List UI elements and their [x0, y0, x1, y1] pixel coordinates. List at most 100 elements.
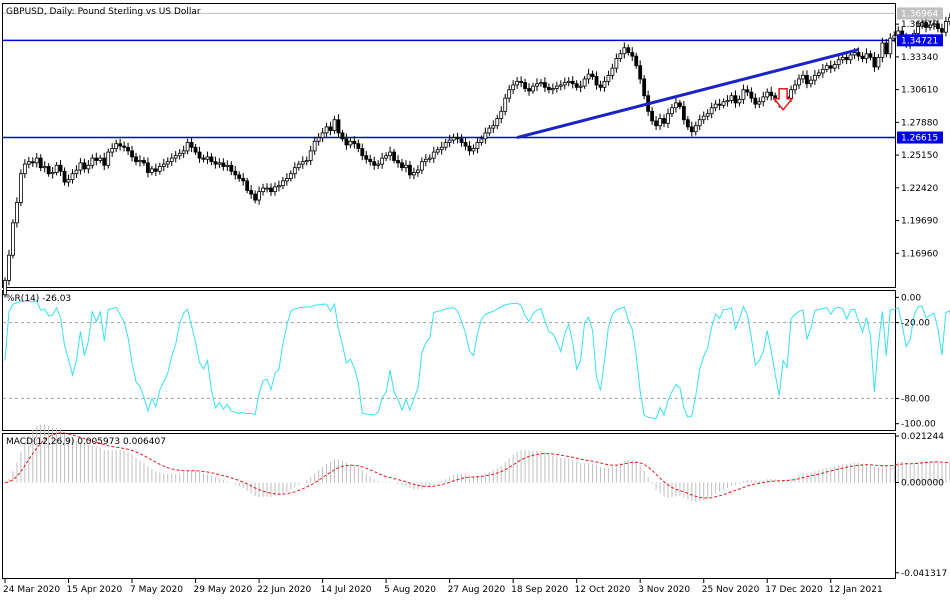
candle[interactable] [344, 133, 349, 150]
candle[interactable] [642, 75, 647, 100]
candle[interactable] [114, 139, 119, 153]
candle[interactable] [98, 154, 103, 164]
candle[interactable] [892, 31, 897, 43]
candle[interactable] [590, 70, 595, 80]
candle[interactable] [828, 60, 833, 73]
candle[interactable] [328, 121, 333, 136]
candle[interactable] [519, 76, 523, 88]
candle[interactable] [483, 127, 488, 144]
candle[interactable] [515, 76, 520, 89]
candle[interactable] [459, 134, 464, 147]
candle[interactable] [280, 176, 285, 190]
candle[interactable] [602, 76, 607, 92]
candle[interactable] [920, 19, 924, 29]
candle[interactable] [626, 44, 631, 56]
candle[interactable] [614, 53, 619, 73]
candle[interactable] [201, 154, 206, 163]
candle[interactable] [142, 157, 146, 166]
candle[interactable] [22, 159, 27, 179]
candle[interactable] [118, 138, 123, 151]
candle[interactable] [733, 90, 738, 108]
candle[interactable] [562, 77, 567, 90]
candle[interactable] [451, 133, 456, 144]
candle[interactable] [622, 42, 627, 59]
candle[interactable] [491, 120, 496, 133]
candle[interactable] [249, 185, 254, 199]
candle[interactable] [400, 159, 404, 172]
candle[interactable] [836, 54, 841, 70]
candle[interactable] [90, 154, 95, 169]
candle[interactable] [618, 49, 623, 63]
candle[interactable] [820, 63, 825, 78]
candle[interactable] [610, 63, 615, 80]
candle[interactable] [380, 152, 385, 169]
candle[interactable] [693, 121, 698, 136]
candle[interactable] [153, 163, 158, 177]
candle[interactable] [812, 70, 817, 85]
candle[interactable] [82, 158, 87, 173]
candle[interactable] [864, 48, 869, 64]
candle[interactable] [832, 60, 837, 72]
candle[interactable] [670, 104, 674, 118]
down-arrow-icon[interactable] [772, 87, 794, 111]
candle[interactable] [324, 122, 329, 137]
candle[interactable] [388, 146, 392, 161]
candle[interactable] [527, 83, 531, 96]
candle[interactable] [177, 148, 182, 160]
candle[interactable] [304, 156, 309, 166]
candle[interactable] [765, 88, 770, 101]
candle[interactable] [427, 154, 432, 163]
candle[interactable] [292, 162, 297, 179]
candle[interactable] [435, 146, 440, 155]
candle[interactable] [574, 80, 579, 91]
candle[interactable] [308, 145, 313, 166]
candle[interactable] [253, 190, 258, 204]
candle[interactable] [805, 70, 809, 89]
candle[interactable] [165, 157, 170, 168]
candle[interactable] [888, 33, 893, 59]
candle[interactable] [300, 156, 305, 169]
candle[interactable] [102, 152, 107, 171]
candle[interactable] [38, 154, 43, 172]
candle[interactable] [273, 182, 277, 196]
candle[interactable] [753, 93, 758, 109]
candle[interactable] [471, 144, 476, 155]
candle[interactable] [479, 135, 484, 146]
candle[interactable] [404, 160, 408, 173]
candle[interactable] [46, 163, 51, 177]
candle[interactable] [261, 183, 265, 196]
candle[interactable] [34, 153, 39, 168]
candle[interactable] [360, 143, 365, 161]
candle[interactable] [558, 80, 563, 91]
candle[interactable] [62, 167, 67, 186]
candle[interactable] [586, 68, 591, 84]
candle[interactable] [662, 114, 666, 128]
candle[interactable] [332, 116, 337, 134]
candle[interactable] [598, 80, 603, 92]
candle[interactable] [475, 137, 480, 154]
candle[interactable] [439, 141, 444, 155]
candle[interactable] [412, 167, 416, 180]
candle[interactable] [169, 153, 174, 167]
candle[interactable] [868, 50, 873, 61]
trendline[interactable] [516, 48, 859, 140]
candle[interactable] [126, 142, 130, 155]
candle[interactable] [824, 62, 829, 73]
candle[interactable] [729, 92, 734, 104]
macd-signal-line[interactable] [4, 432, 950, 499]
candle[interactable] [312, 136, 317, 155]
candle[interactable] [229, 161, 234, 175]
candle[interactable] [320, 128, 325, 143]
candle[interactable] [193, 144, 198, 155]
candle[interactable] [241, 173, 246, 186]
candle[interactable] [42, 161, 47, 173]
candle[interactable] [336, 114, 341, 138]
candle[interactable] [122, 141, 126, 152]
candle[interactable] [654, 116, 658, 130]
candle[interactable] [288, 170, 293, 182]
candle[interactable] [146, 157, 150, 178]
candle[interactable] [443, 139, 448, 151]
candle[interactable] [225, 160, 230, 171]
candle[interactable] [725, 95, 730, 107]
